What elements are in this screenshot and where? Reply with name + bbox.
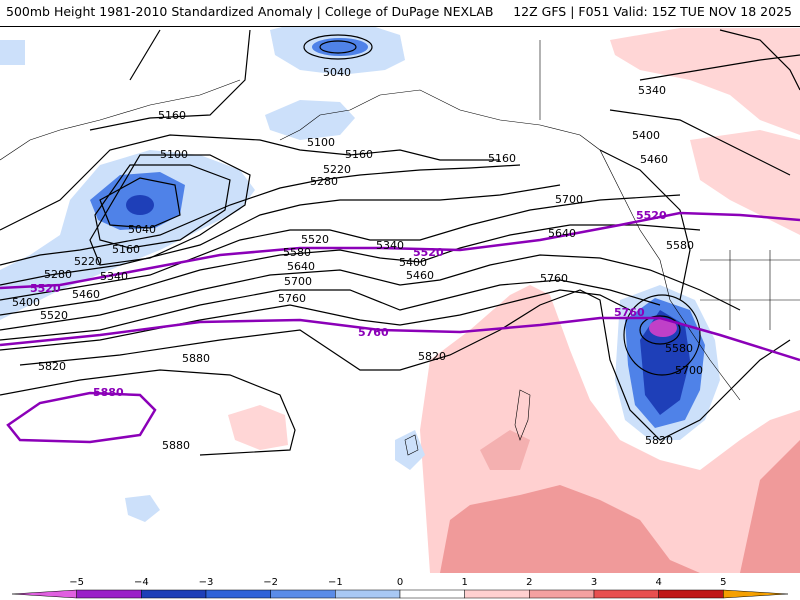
contour-label: 5040 — [323, 66, 351, 79]
highlight-label: 5520 — [30, 282, 61, 295]
positive-anomaly-shading — [228, 28, 800, 573]
highlight-label: 5760 — [614, 306, 645, 319]
contour-label: 5760 — [278, 292, 306, 305]
colorbar-swatch — [464, 589, 530, 599]
map-title: 500mb Height 1981-2010 Standardized Anom… — [6, 4, 494, 19]
contour-label: 5820 — [645, 434, 673, 447]
colorbar-swatch — [593, 589, 659, 599]
colorbar-swatch — [399, 589, 465, 599]
contour-label: 5220 — [74, 255, 102, 268]
run-info: 12Z GFS | F051 Valid: 15Z TUE NOV 18 202… — [513, 4, 792, 19]
contour-label: 5760 — [540, 272, 568, 285]
contour-label: 5460 — [640, 153, 668, 166]
colorbar-ticks: −5 −4 −3 −2 −1 0 1 2 3 4 5 — [69, 577, 726, 588]
colorbar-tick-label: 3 — [591, 577, 597, 588]
contour-label: 5700 — [675, 364, 703, 377]
height-contours — [0, 29, 800, 456]
contour-label: 5700 — [284, 275, 312, 288]
colorbar-swatch — [529, 589, 595, 599]
colorbar-swatch — [335, 589, 401, 599]
contour-label: 5520 — [301, 233, 329, 246]
highlight-contours — [0, 211, 800, 444]
anomaly-colorbar: −5 −4 −3 −2 −1 0 1 2 3 4 5 — [0, 573, 800, 600]
colorbar-swatch — [270, 589, 336, 599]
contour-label: 5400 — [632, 129, 660, 142]
contour-label: 5880 — [162, 439, 190, 452]
colorbar-tick-label: 5 — [720, 577, 726, 588]
colorbar-swatches — [11, 589, 789, 599]
colorbar-tick-label: 4 — [655, 577, 661, 588]
contour-label: 5100 — [160, 148, 188, 161]
contour-label: 5160 — [488, 152, 516, 165]
contour-label: 5340 — [638, 84, 666, 97]
colorbar-swatch — [141, 589, 207, 599]
contour-label: 5280 — [310, 175, 338, 188]
colorbar-swatch — [205, 589, 271, 599]
contour-label: 5100 — [307, 136, 335, 149]
contour-label: 5880 — [182, 352, 210, 365]
highlight-label: 5880 — [93, 386, 124, 399]
contour-labels: 5040 5100 5160 5160 5040 5160 5220 5280 … — [12, 66, 703, 452]
colorbar-tick-label: −3 — [199, 577, 214, 588]
anomaly-map: 5040 5100 5160 5160 5040 5160 5220 5280 … — [0, 27, 800, 573]
contour-label: 5400 — [12, 296, 40, 309]
contour-label: 5820 — [418, 350, 446, 363]
colorbar-swatch — [11, 589, 77, 599]
contour-label: 5580 — [665, 342, 693, 355]
contour-label: 5460 — [72, 288, 100, 301]
contour-label: 5340 — [376, 239, 404, 252]
negative-anomaly-shading — [0, 27, 720, 522]
contour-label: 5160 — [112, 243, 140, 256]
colorbar-swatch — [658, 589, 724, 599]
contour-label: 5400 — [399, 256, 427, 269]
contour-label: 5580 — [283, 246, 311, 259]
highlight-labels: 5520 5520 5520 5760 5760 5880 — [30, 209, 667, 399]
contour-label: 5460 — [406, 269, 434, 282]
header-bar: 500mb Height 1981-2010 Standardized Anom… — [0, 0, 800, 27]
contour-label: 5820 — [38, 360, 66, 373]
colorbar-tick-label: −4 — [134, 577, 149, 588]
highlight-label: 5760 — [358, 326, 389, 339]
colorbar-tick-label: 1 — [461, 577, 467, 588]
colorbar-swatch — [76, 589, 142, 599]
highlight-label: 5520 — [636, 209, 667, 222]
contour-label: 5340 — [100, 270, 128, 283]
contour-label: 5640 — [287, 260, 315, 273]
colorbar-tick-label: −1 — [328, 577, 343, 588]
contour-label: 5040 — [128, 223, 156, 236]
contour-label: 5640 — [548, 227, 576, 240]
contour-label: 5220 — [323, 163, 351, 176]
colorbar-swatch — [723, 589, 789, 599]
contour-label: 5280 — [44, 268, 72, 281]
colorbar-tick-label: 0 — [397, 577, 403, 588]
colorbar-tick-label: −2 — [263, 577, 278, 588]
coastlines — [0, 40, 800, 456]
colorbar-tick-label: −5 — [69, 577, 84, 588]
contour-label: 5580 — [666, 239, 694, 252]
contour-label: 5700 — [555, 193, 583, 206]
highlight-label: 5520 — [413, 246, 444, 259]
contour-label: 5160 — [158, 109, 186, 122]
colorbar-tick-label: 2 — [526, 577, 532, 588]
contour-label: 5160 — [345, 148, 373, 161]
contour-label: 5520 — [40, 309, 68, 322]
